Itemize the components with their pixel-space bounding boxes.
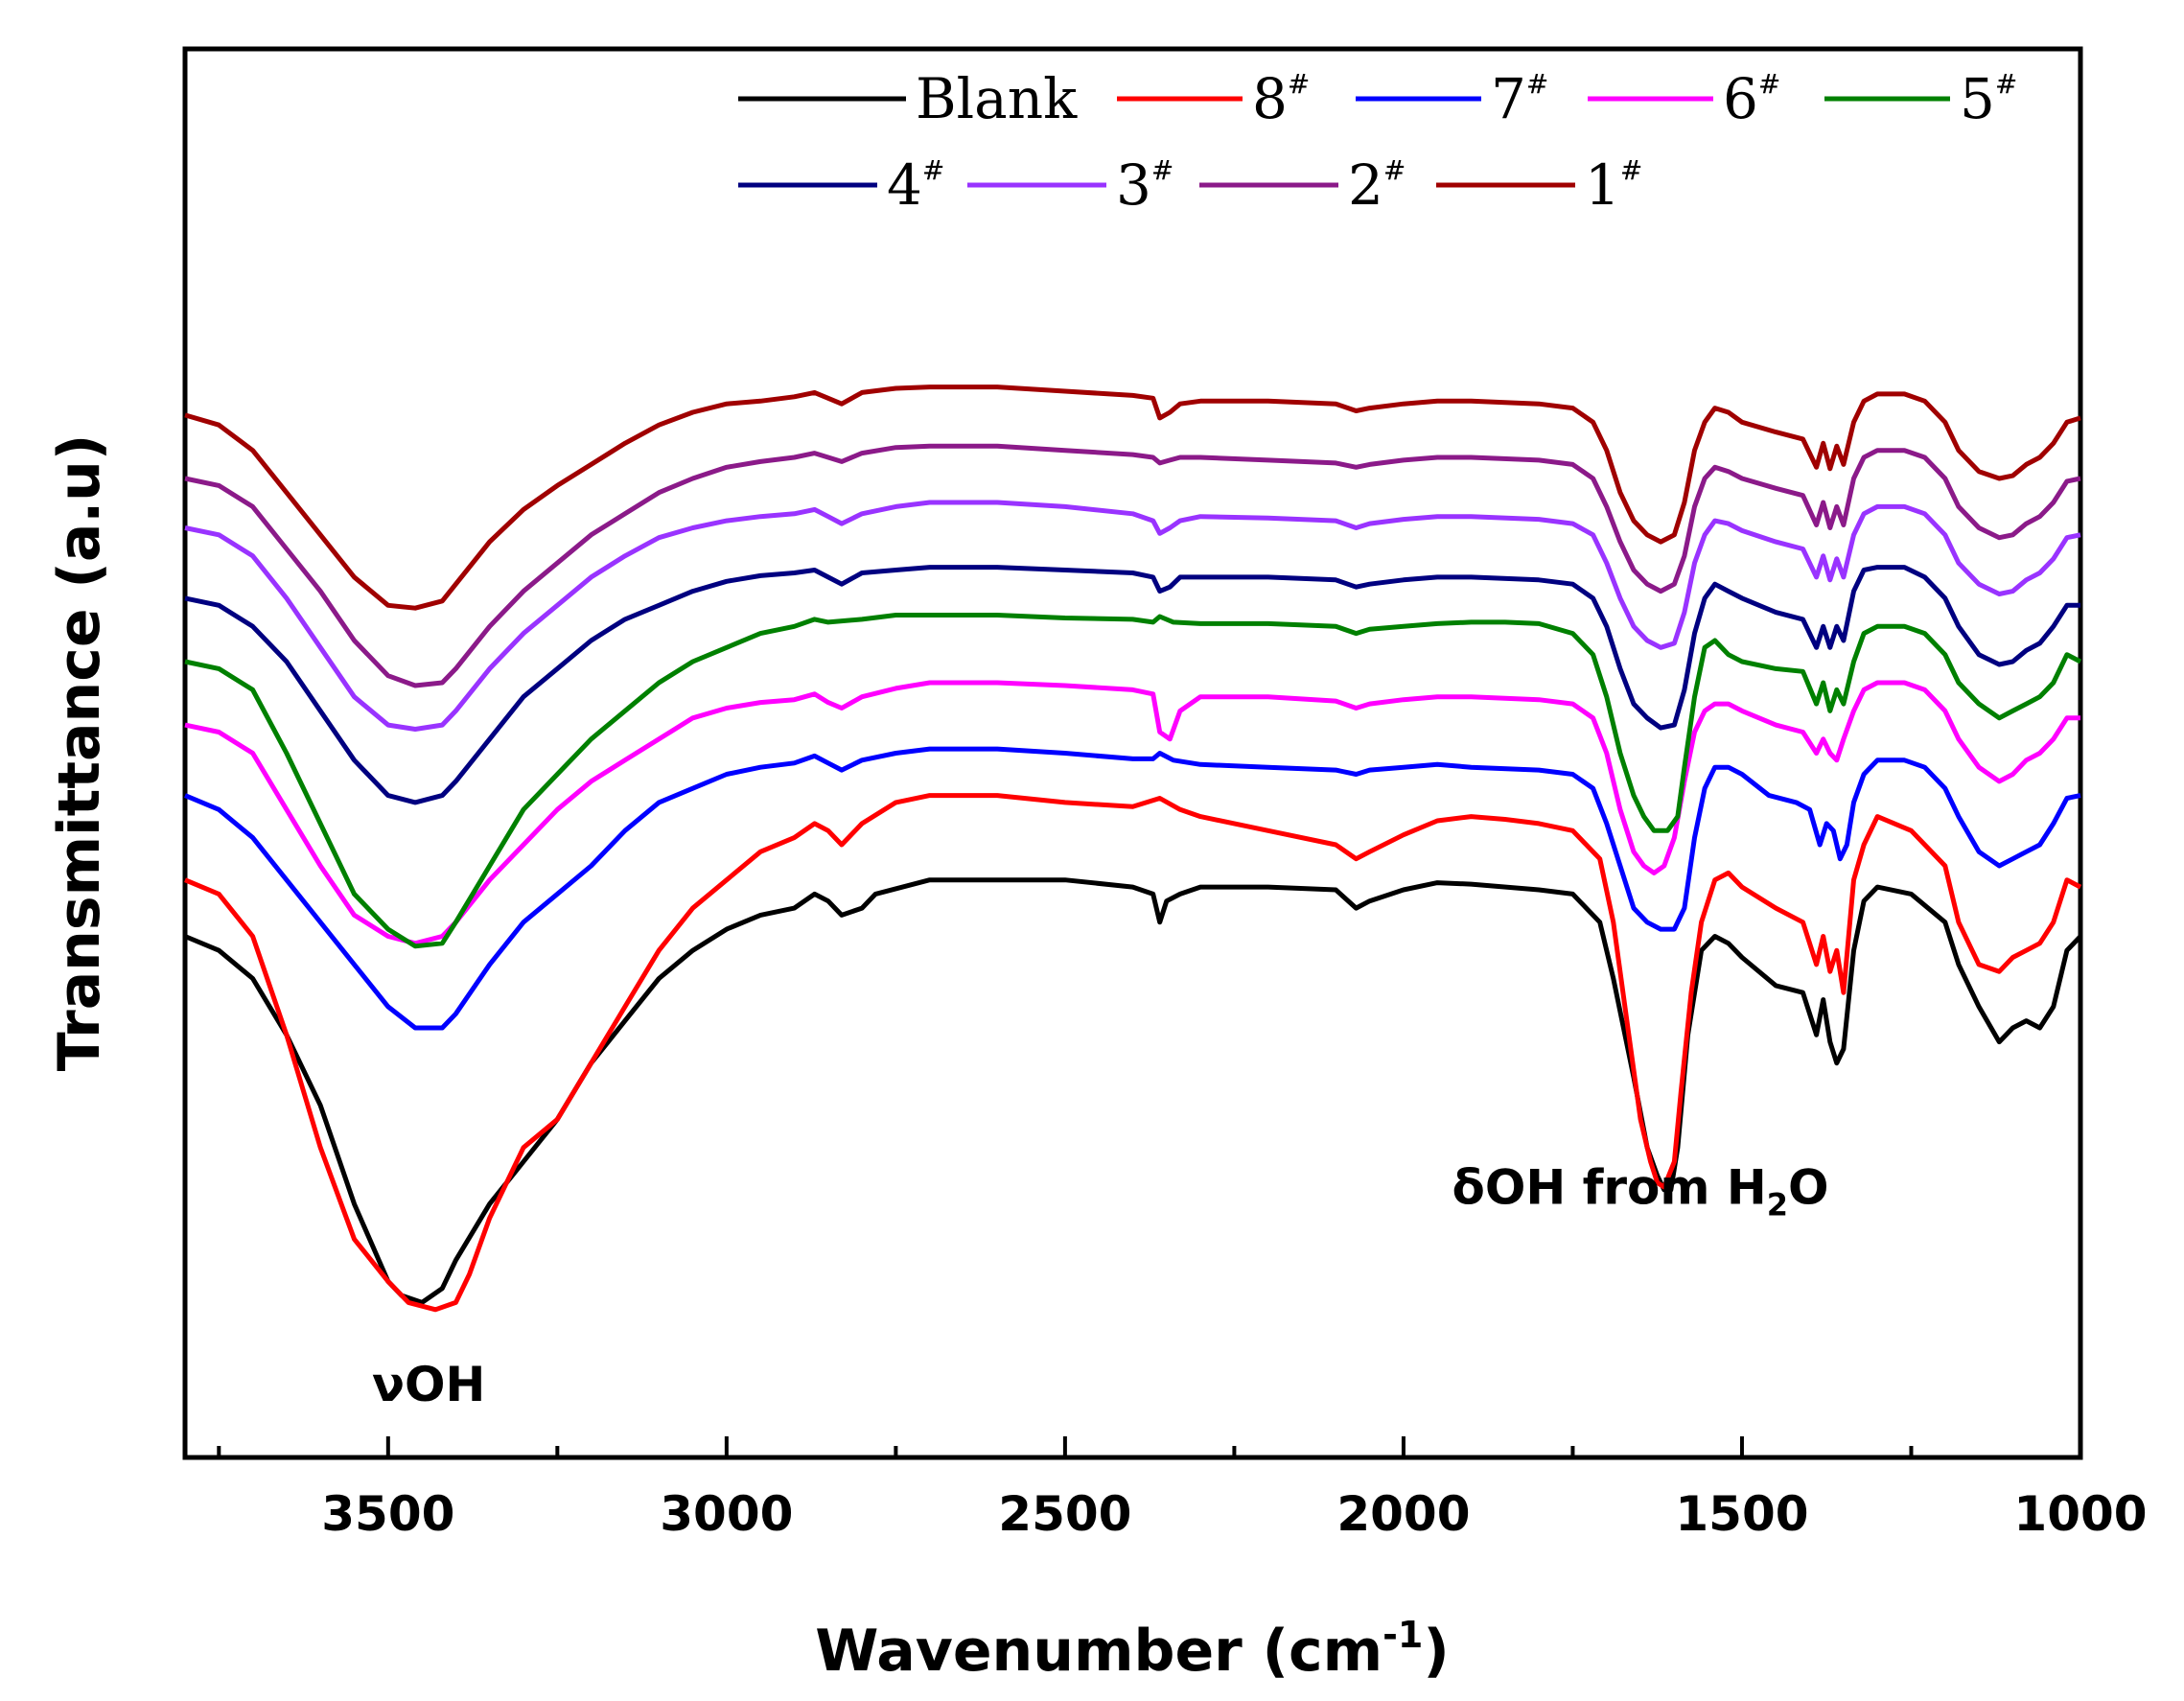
legend-label: 3# [1116,152,1173,218]
legend-label-superscript: # [1995,68,2017,100]
x-tick-label: 2000 [1336,1486,1470,1542]
legend-label: 7# [1491,66,1548,131]
legend-label-superscript: # [1526,68,1548,100]
x-axis-title-close: ) [1423,1618,1449,1685]
legend-label-superscript: # [1620,154,1642,186]
y-axis-title: Transmittance (a.u) [46,434,113,1071]
annotations: νOH δOH from H2O [372,1160,1829,1413]
x-axis-title-superscript: -1 [1382,1614,1423,1656]
series-line-2 [184,443,2081,688]
legend-label: 8# [1252,66,1310,131]
legend-label: 5# [1960,66,2017,131]
x-tick-label: 2500 [998,1486,1131,1542]
series-line-4 [184,565,2080,805]
series-line-blank [184,877,2082,1305]
x-tick-label: 3000 [660,1486,793,1542]
series-line-3 [184,500,2081,732]
series-line-8 [184,793,2082,1313]
series-line-1 [184,384,2081,611]
series-line-6 [184,680,2080,946]
annotation-suffix: O [1788,1160,1829,1216]
x-tick-label: 1500 [1675,1486,1808,1542]
series-line-5 [184,613,2082,949]
legend-label-superscript: # [1758,68,1780,100]
annotation-subscript: 2 [1767,1187,1788,1223]
legend-label-superscript: # [922,154,944,186]
legend-label: 4# [887,152,944,218]
series-line-7 [184,746,2081,1031]
legend-label: 2# [1348,152,1406,218]
x-axis: 3500 3000 2500 2000 1500 1000 [217,1436,2148,1542]
x-axis-title: Wavenumber (cm-1) [815,1614,1450,1685]
legend-label: Blank [916,66,1078,131]
legend-label: 1# [1585,152,1642,218]
annotation-voh: νOH [372,1357,485,1412]
x-tick-label: 1000 [2013,1486,2147,1542]
legend-label-superscript: # [1151,154,1173,186]
x-tick-label: 3500 [321,1486,454,1542]
series-layer [184,384,2082,1313]
legend: Blank 8# 7# 6# 5# 4# 3# 2# 1# [738,66,2017,218]
plot-frame [182,46,2083,1460]
annotation-doh: δOH from H2O [1452,1160,1829,1223]
legend-label-superscript: # [1288,68,1310,100]
legend-label-superscript: # [1383,154,1406,186]
legend-label: 6# [1723,66,1780,131]
